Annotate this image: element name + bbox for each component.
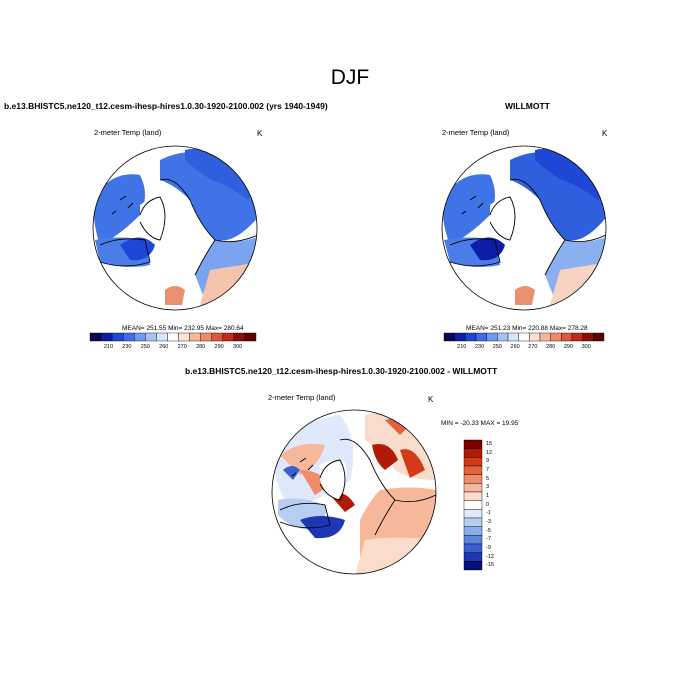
colorbar-swatch: [463, 465, 483, 475]
colorbar-swatch: [463, 535, 483, 545]
colorbar-swatch: [463, 552, 483, 562]
stats-obs: MEAN= 251.23 Min= 220.88 Max= 278.28: [466, 325, 588, 332]
colorbar-swatch: [463, 474, 483, 484]
colorbar-swatch: [463, 526, 483, 536]
colorbar-swatch: [463, 439, 483, 449]
colorbar-tick-label: 5: [486, 475, 490, 482]
colorbar-tick-label: -1: [486, 510, 491, 517]
colorbar-tick-label: 280: [546, 344, 556, 350]
units-label-obs: K: [602, 129, 608, 138]
colorbar-tick-label: -7: [486, 536, 491, 543]
colorbar-tick-label: 230: [474, 344, 485, 350]
colorbar-tick-label: -15: [486, 562, 494, 569]
colorbar-tick-label: 270: [177, 344, 187, 350]
colorbar-tick-label: 3: [486, 484, 490, 491]
variable-label-diff: 2-meter Temp (land): [268, 393, 336, 402]
colorbar-tick-label: 12: [486, 449, 493, 456]
colorbar-tick-label: 300: [232, 344, 243, 350]
units-label-model: K: [257, 129, 263, 138]
colorbar-swatch: [463, 517, 483, 527]
colorbar-tick-label: 15: [486, 440, 493, 447]
variable-label-obs: 2-meter Temp (land): [442, 128, 510, 137]
colorbar-tick-label: -12: [486, 553, 494, 560]
figure-title: DJF: [330, 66, 370, 89]
colorbar-tick-label: -5: [486, 527, 491, 534]
land-temperature-field-model: [93, 148, 257, 305]
colorbar-tick-label: 270: [528, 344, 538, 350]
colorbar-tick-label: 9: [486, 458, 490, 465]
colorbar-tick-label: 260: [159, 344, 169, 350]
colorbar-tick-label: 0: [486, 501, 490, 508]
colorbar-swatch: [463, 457, 483, 467]
colorbar-tick-label: 210: [103, 344, 114, 350]
colorbar-tick-label: 250: [492, 344, 502, 350]
colorbar-tick-label: 260: [510, 344, 520, 350]
colorbar-swatch: [593, 332, 605, 342]
colorbar-swatch: [463, 543, 483, 553]
stats-model: MEAN= 251.55 Min= 232.95 Max= 280.64: [122, 325, 244, 332]
colorbar-tick-label: 300: [581, 344, 591, 350]
colorbar-swatch: [463, 491, 483, 501]
colorbar-tick-label: 280: [196, 344, 206, 350]
panel-title-model: b.e13.BHISTC5.ne120_t12.cesm-ihesp-hires…: [4, 101, 328, 111]
land-temperature-diff-field: [272, 412, 436, 574]
colorbar-tick-label: -3: [486, 518, 491, 525]
stats-diff: MIN = -20.33 MAX = 19.95: [441, 420, 519, 427]
colorbar-swatch: [463, 509, 483, 519]
colorbar-swatch: [463, 561, 483, 571]
colorbar-tick-label: -9: [486, 544, 491, 551]
colorbar-tick-label: 1: [486, 492, 490, 499]
colorbar-tick-label: 290: [563, 344, 574, 350]
panel-title-obs: WILLMOTT: [505, 101, 550, 111]
colorbar-tick-label: 230: [122, 344, 132, 350]
colorbar-tick-label: 210: [457, 344, 467, 350]
colorbar-tick-label: 7: [486, 466, 490, 473]
colorbar-swatch: [463, 448, 483, 458]
colorbar-swatch: [463, 483, 483, 493]
units-label-diff: K: [428, 395, 434, 404]
panel-title-diff: b.e13.BHISTC5.ne120_t12.cesm-ihesp-hires…: [185, 366, 498, 376]
colorbar-tick-label: 250: [140, 344, 150, 350]
colorbar-swatch: [463, 500, 483, 510]
colorbar-swatch: [244, 332, 257, 342]
colorbar-tick-label: 290: [214, 344, 224, 350]
variable-label-model: 2-meter Temp (land): [94, 128, 162, 137]
